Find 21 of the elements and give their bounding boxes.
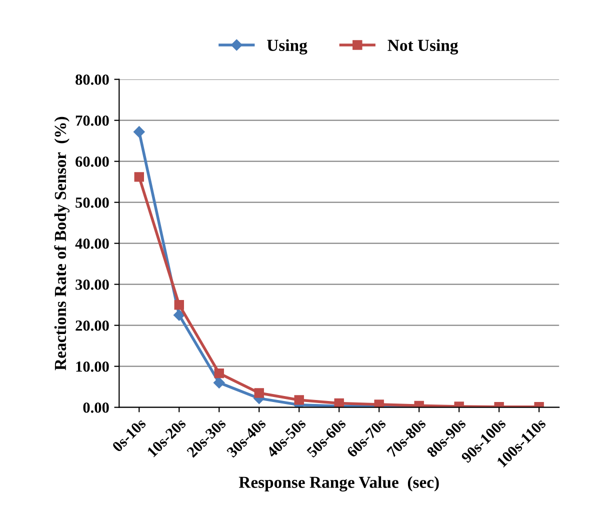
- y-tick-label: 30.00: [76, 279, 109, 290]
- x-axis-title: Response Range Value (sec): [238, 476, 439, 492]
- point: [134, 126, 145, 138]
- y-tick-label: 40.00: [75, 238, 109, 249]
- y-tick-label: 80.00: [76, 74, 109, 85]
- y-tick-label: 60.00: [76, 156, 109, 167]
- y-tick-label: 10.00: [76, 361, 109, 372]
- point: [254, 388, 264, 398]
- point: [174, 309, 185, 321]
- point: [294, 395, 304, 405]
- point: [134, 172, 144, 182]
- y-tick-label: 20.00: [76, 320, 109, 331]
- y-axis-title: Reactions Rate of Body Sensor (%): [54, 116, 70, 370]
- y-tick-label: 50.00: [76, 197, 109, 208]
- legend-label: Not Using: [388, 39, 458, 55]
- point: [174, 300, 184, 310]
- point: [214, 368, 224, 378]
- y-tick-label: 70.00: [76, 115, 109, 126]
- y-tick-label: 0.00: [83, 402, 109, 413]
- legend-label: Using: [267, 39, 308, 55]
- point: [214, 377, 225, 388]
